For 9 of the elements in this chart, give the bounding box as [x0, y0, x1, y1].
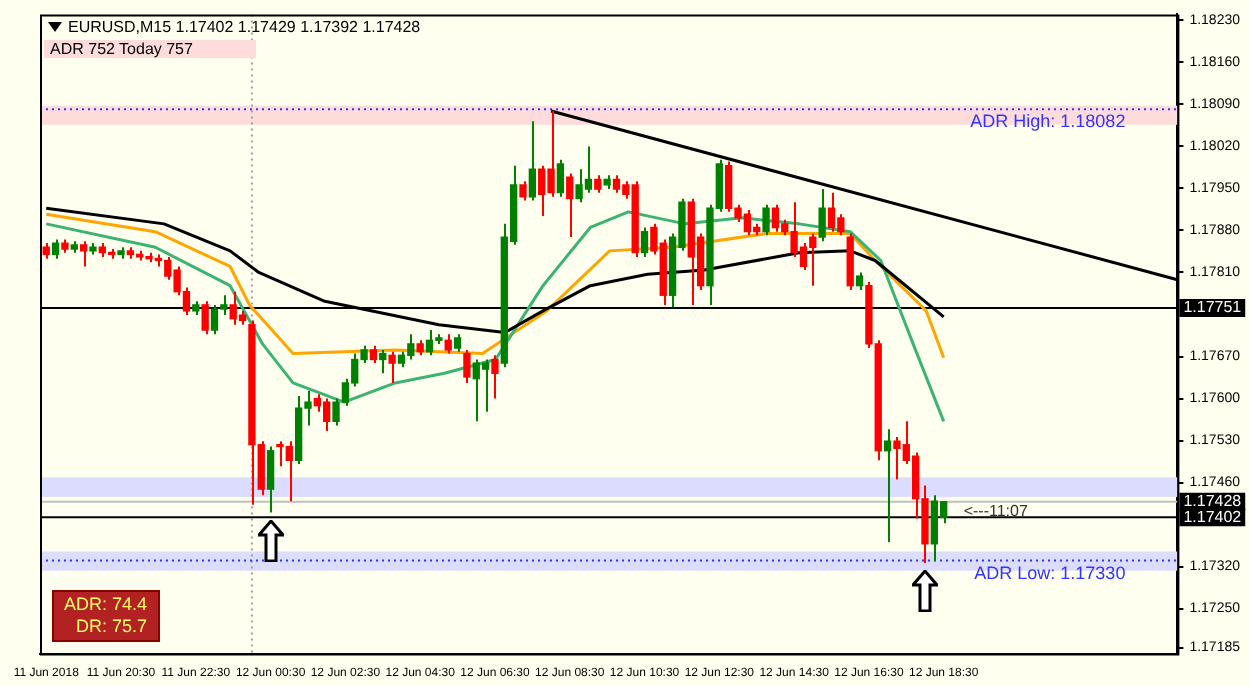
ref-line-label: 1.17402 [1183, 507, 1243, 526]
ref-line-label: 1.17751 [1183, 298, 1243, 317]
chart-title: EURUSD,M15 1.17402 1.17429 1.17392 1.17428 [68, 18, 421, 36]
ref-line-label: ADR High: 1.18082 [970, 111, 1126, 132]
ref-line-label: ADR Low: 1.17330 [974, 562, 1126, 583]
annotation: <---11:07 [963, 501, 1029, 520]
subtitle-box: ADR 752 Today 757 [44, 40, 256, 58]
note-box: ADR: 74.4 DR: 75.7 [52, 590, 160, 642]
ref-line-label: 1.17428 [1183, 492, 1243, 511]
